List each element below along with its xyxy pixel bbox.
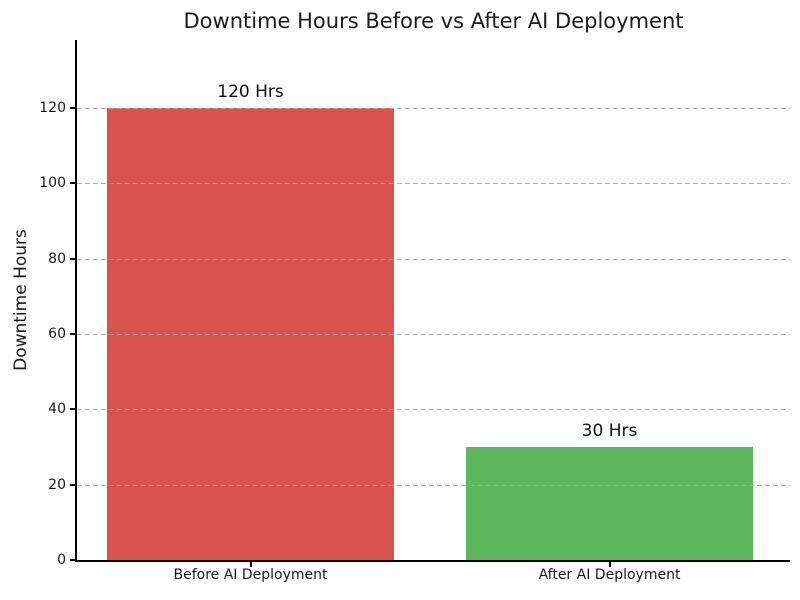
y-axis-spine bbox=[75, 40, 77, 562]
y-tick-label: 0 bbox=[57, 552, 66, 568]
gridline-y-120 bbox=[77, 107, 790, 109]
y-tick-mark bbox=[70, 332, 75, 335]
y-tick-mark bbox=[70, 182, 75, 185]
gridline-y-80 bbox=[77, 258, 790, 260]
bar-before bbox=[107, 107, 394, 560]
gridline-y-40 bbox=[77, 409, 790, 411]
gridline-y-100 bbox=[77, 183, 790, 185]
gridline-y-20 bbox=[77, 484, 790, 486]
gridline-y-60 bbox=[77, 333, 790, 335]
y-tick-mark bbox=[70, 257, 75, 260]
y-tick-mark bbox=[70, 408, 75, 411]
y-tick-label: 100 bbox=[39, 175, 66, 192]
y-tick-label: 60 bbox=[48, 325, 66, 342]
chart-title: Downtime Hours Before vs After AI Deploy… bbox=[183, 9, 684, 33]
y-tick-label: 20 bbox=[48, 476, 66, 493]
y-axis-label: Downtime Hours bbox=[11, 229, 31, 371]
bar-value-label: 30 Hrs bbox=[581, 420, 638, 441]
x-axis-spine bbox=[75, 560, 790, 562]
bar-value-label: 120 Hrs bbox=[217, 81, 284, 102]
y-tick-label: 120 bbox=[39, 99, 66, 116]
y-tick-label: 40 bbox=[48, 401, 66, 418]
y-tick-label: 80 bbox=[48, 250, 66, 267]
x-tick-label: Before AI Deployment bbox=[173, 567, 328, 583]
y-tick-mark bbox=[70, 106, 75, 109]
x-tick-mark bbox=[249, 562, 252, 567]
x-tick-label: After AI Deployment bbox=[538, 567, 681, 583]
y-tick-mark bbox=[70, 483, 75, 486]
x-tick-mark bbox=[608, 562, 611, 567]
bar-after bbox=[466, 446, 753, 560]
y-tick-mark bbox=[70, 559, 75, 561]
